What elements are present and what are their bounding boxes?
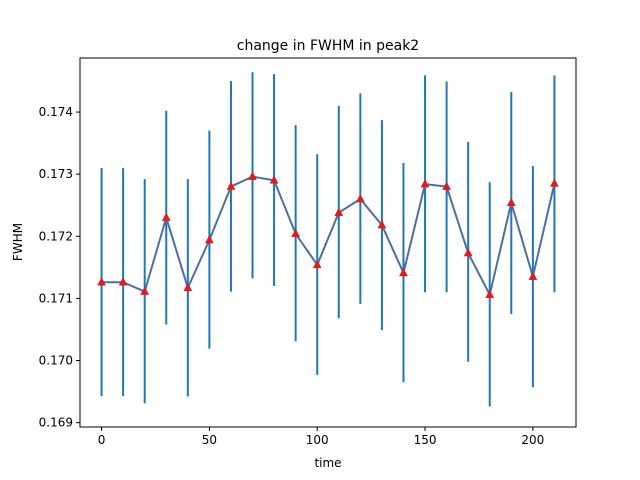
data-point: [334, 207, 344, 216]
data-point: [377, 220, 387, 229]
data-point: [204, 234, 214, 244]
x-tick-label: 50: [202, 433, 217, 447]
data-point: [226, 181, 236, 190]
y-tick-label: 0.174: [39, 105, 73, 119]
data-point: [550, 178, 559, 187]
data-point: [161, 212, 171, 221]
data-point: [399, 267, 408, 277]
data-point: [291, 228, 301, 238]
data-point: [269, 175, 279, 184]
x-tick-label: 100: [306, 433, 329, 447]
series-line: [101, 175, 556, 296]
data-point: [528, 271, 538, 280]
x-tick-label: 200: [521, 433, 544, 447]
data-point: [355, 193, 365, 203]
y-axis-label: FWHM: [11, 223, 25, 261]
data-point: [420, 179, 430, 188]
axes-frame: [79, 57, 577, 428]
x-tick-label: 0: [98, 433, 106, 447]
x-axis-label: time: [314, 456, 341, 470]
x-tick-label: 150: [414, 433, 437, 447]
data-point: [506, 197, 516, 206]
chart-title: change in FWHM in peak2: [237, 38, 419, 54]
y-tick-label: 0.171: [39, 291, 73, 305]
data-point: [312, 259, 322, 269]
y-tick-label: 0.172: [39, 229, 73, 243]
data-point: [140, 286, 150, 295]
data-point: [463, 248, 473, 257]
data-point: [118, 277, 128, 286]
y-tick-label: 0.170: [39, 354, 73, 368]
y-tick-label: 0.169: [39, 416, 73, 430]
data-point: [485, 289, 495, 298]
y-axis: 0.169 0.170 0.171 0.172 0.173 0.174: [39, 105, 80, 430]
plot-area: [97, 72, 559, 407]
data-point: [97, 277, 106, 286]
y-tick-label: 0.173: [39, 167, 73, 181]
data-point: [442, 181, 452, 190]
data-point: [248, 171, 257, 180]
x-axis: 0 50 100 150 200: [98, 427, 544, 447]
data-point: [183, 282, 193, 292]
